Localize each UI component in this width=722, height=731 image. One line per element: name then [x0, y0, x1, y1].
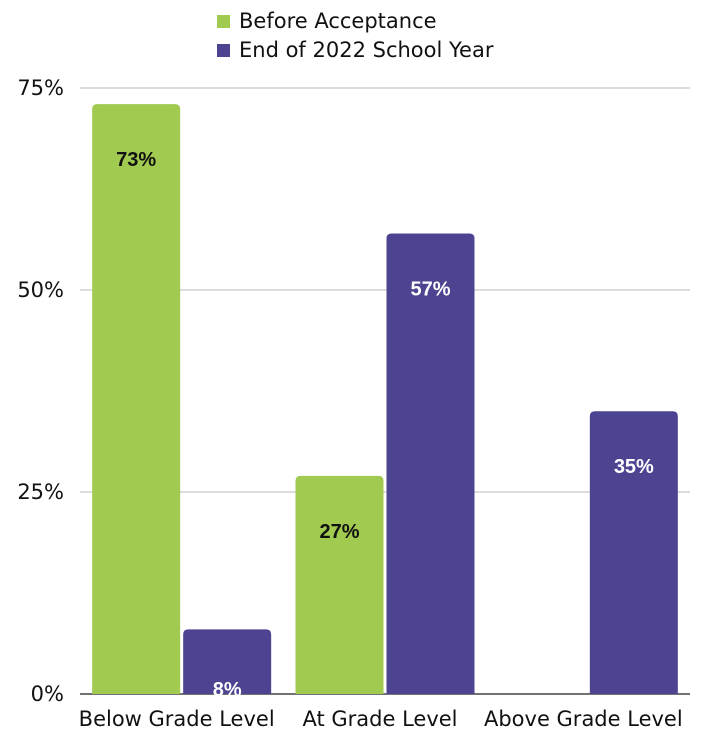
legend-swatch [217, 44, 230, 57]
y-tick-label: 0% [31, 682, 64, 706]
x-axis: Below Grade Level At Grade Level Above Gra… [79, 707, 683, 731]
y-tick-label: 50% [17, 278, 64, 302]
x-category-label: Below Grade Level [79, 707, 275, 731]
bar-1-2 [589, 411, 678, 694]
y-tick-label: 25% [17, 480, 64, 504]
data-label-0-1: 27% [319, 521, 359, 543]
legend-label: Before Acceptance [239, 9, 437, 33]
bar-1-0 [183, 629, 272, 694]
bar-0-0 [92, 104, 181, 694]
data-label-0-0: 73% [116, 149, 156, 171]
bar-0-1 [295, 475, 384, 694]
legend-swatch [217, 15, 230, 28]
data-label-1-0: 8% [213, 679, 242, 701]
legend-label: End of 2022 School Year [239, 38, 494, 62]
y-tick-label: 75% [17, 76, 64, 100]
legend: Before Acceptance End of 2022 School Year [217, 9, 494, 62]
bars: 73% 27% 8% 57% 35% [92, 104, 678, 701]
x-category-label: Above Grade Level [484, 707, 683, 731]
data-label-1-2: 35% [614, 456, 654, 478]
gridlines [80, 87, 690, 695]
data-label-1-1: 57% [410, 278, 450, 300]
bar-1-1 [386, 233, 475, 694]
y-axis: 0% 25% 50% 75% [17, 76, 64, 706]
x-category-label: At Grade Level [302, 707, 457, 731]
